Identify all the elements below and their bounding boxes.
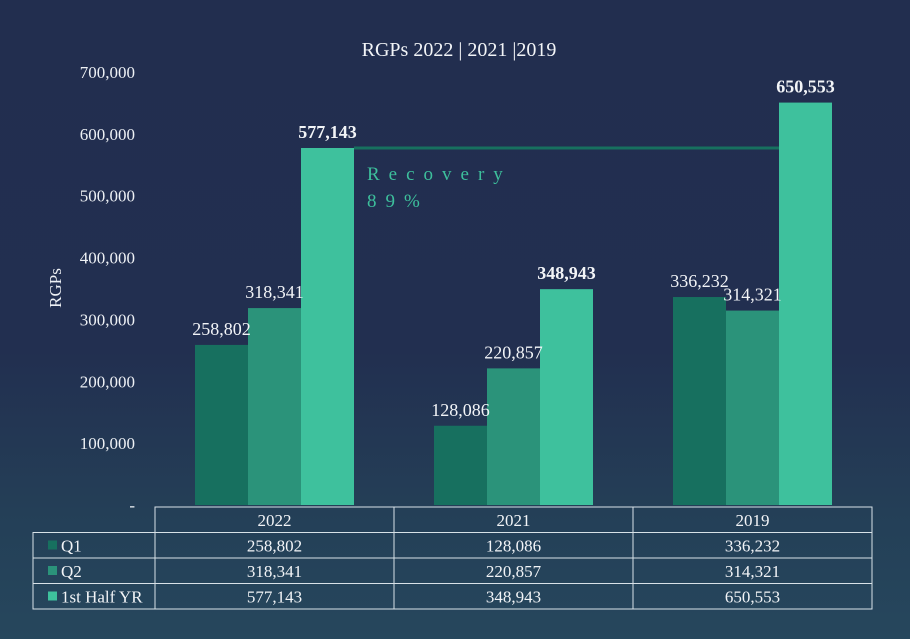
data-labels: 258,802 128,086 336,232 318,341 220,857 314,3… [192,77,835,420]
table-cell: 650,553 [725,588,780,607]
annotations: Recovery 89% [354,146,779,212]
bar-q1-2021 [434,425,487,505]
legend-swatch-q2 [48,566,57,575]
table-row-label: Q1 [61,537,82,556]
table-header-cell: 2019 [736,511,770,530]
bar-q2-2021 [487,368,540,505]
y-tick-label: 600,000 [80,125,135,144]
bars [195,102,832,506]
table-row-label: Q2 [61,562,82,581]
table-row-label: 1st Half YR [61,588,143,607]
recovery-percent: 89% [367,191,429,212]
y-tick-label: 300,000 [80,310,135,329]
data-label: 220,857 [484,342,543,362]
table-cell: 318,341 [247,562,302,581]
data-table: 2022 2021 2019 Q1 258,802 128,086 336,232 Q2 318… [32,506,873,610]
bar-1st-half-yr-2019 [779,102,832,506]
recovery-label: Recovery [367,164,512,185]
data-label: 348,943 [537,263,596,283]
y-tick-label: 100,000 [80,434,135,453]
legend-swatch-1st-half-yr [48,591,57,601]
chart-title: RGPs 2022 | 2021 |2019 [362,39,557,61]
table-cell: 348,943 [486,588,541,607]
y-tick-label: 700,000 [80,63,135,82]
data-label: 128,086 [431,400,490,420]
y-tick-label: 200,000 [80,372,135,391]
table-cell: 577,143 [247,588,302,607]
y-axis: - 100,000 200,000 300,000 400,000 500,000 600,… [80,63,136,515]
data-label: 336,232 [670,271,729,291]
data-label: 314,321 [723,285,782,305]
table-header-cell: 2022 [258,511,292,530]
bar-q1-2019 [673,297,726,505]
bar-q1-2022 [195,344,248,505]
bar-q2-2022 [248,308,301,505]
data-label: 258,802 [192,319,251,339]
data-label: 577,143 [298,122,357,142]
data-label: 650,553 [776,77,835,97]
y-tick-label: 500,000 [80,187,135,206]
table-cell: 128,086 [486,537,541,556]
bar-1st-half-yr-2022 [301,147,354,505]
y-tick-label: - [129,496,135,515]
table-cell: 314,321 [725,562,780,581]
y-axis-label: RGPs [46,268,65,308]
table-header-cell: 2021 [497,511,531,530]
data-label: 318,341 [245,282,304,302]
table-cell: 220,857 [486,562,542,581]
table-cell: 336,232 [725,537,780,556]
table-body-border [32,532,873,610]
y-tick-label: 400,000 [80,249,135,268]
table-cell: 258,802 [247,537,302,556]
bar-q2-2019 [726,310,779,505]
legend-swatch-q1 [48,540,57,550]
bar-1st-half-yr-2021 [540,289,593,505]
